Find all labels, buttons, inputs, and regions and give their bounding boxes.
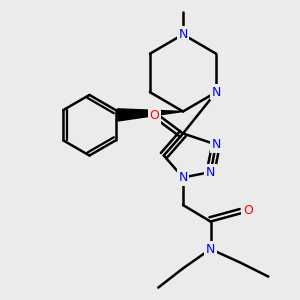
Text: N: N — [212, 138, 221, 151]
Text: O: O — [149, 109, 159, 122]
Text: N: N — [206, 243, 215, 256]
Text: O: O — [243, 204, 253, 217]
Text: N: N — [206, 166, 215, 178]
Polygon shape — [118, 109, 183, 121]
Text: N: N — [178, 171, 188, 184]
Text: N: N — [178, 28, 188, 41]
Text: N: N — [212, 86, 221, 99]
